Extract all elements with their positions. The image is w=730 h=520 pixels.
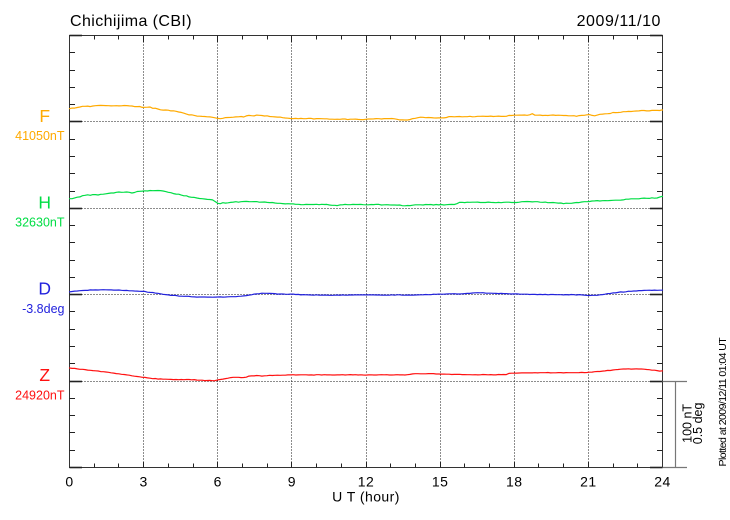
svg-text:0: 0: [65, 474, 73, 490]
svg-text:F: F: [39, 106, 50, 126]
svg-text:H: H: [38, 192, 51, 212]
svg-text:32630nT: 32630nT: [15, 216, 65, 230]
svg-text:3: 3: [139, 474, 147, 490]
svg-text:41050nT: 41050nT: [15, 129, 65, 143]
svg-text:6: 6: [214, 474, 222, 490]
svg-text:100 nT: 100 nT: [681, 404, 695, 443]
svg-text:21: 21: [580, 474, 597, 490]
svg-text:24920nT: 24920nT: [15, 388, 65, 402]
svg-text:Chichijima (CBI): Chichijima (CBI): [70, 13, 192, 30]
svg-text:18: 18: [506, 474, 523, 490]
svg-text:U T (hour): U T (hour): [332, 489, 400, 505]
svg-text:9: 9: [288, 474, 296, 490]
svg-text:2009/11/10: 2009/11/10: [577, 13, 661, 30]
svg-text:Z: Z: [39, 365, 50, 385]
svg-text:24: 24: [654, 474, 671, 490]
svg-text:0.5 deg: 0.5 deg: [691, 403, 705, 445]
svg-text:15: 15: [432, 474, 449, 490]
svg-text:-3.8deg: -3.8deg: [22, 302, 64, 316]
svg-text:D: D: [38, 279, 51, 299]
svg-text:Plotted at 2009/12/11 01:04 UT: Plotted at 2009/12/11 01:04 UT: [717, 337, 729, 467]
svg-text:12: 12: [358, 474, 375, 490]
